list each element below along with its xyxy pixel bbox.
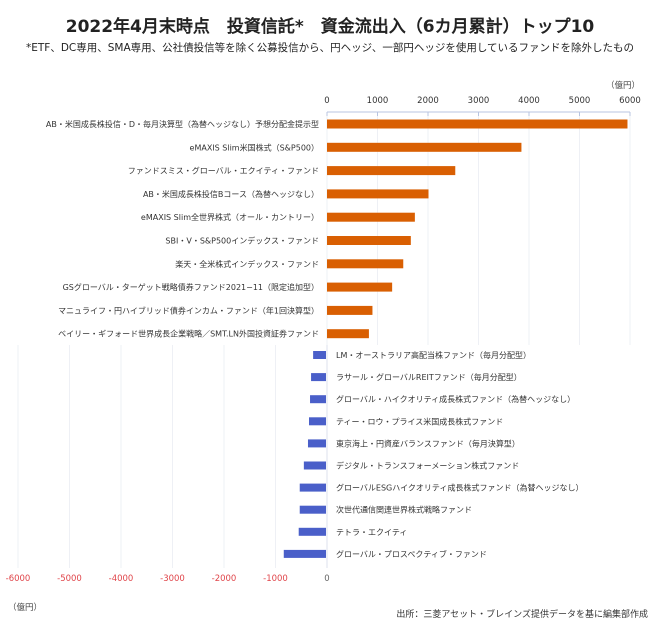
inflow-category-label: 楽天・全米株式インデックス・ファンド <box>175 259 319 269</box>
outflow-category-label: LM・オーストラリア高配当株ファンド（毎月分配型） <box>336 350 531 360</box>
top-tick-label: 3000 <box>468 96 490 106</box>
bottom-tick-label: -3000 <box>160 574 185 584</box>
bottom-tick-label: -1000 <box>263 574 288 584</box>
inflow-category-label: GSグローバル・ターゲット戦略債券ファンド2021−11（限定追加型） <box>63 282 319 292</box>
inflow-category-label: eMAXIS Slim米国株式（S&P500） <box>190 142 319 152</box>
outflow-category-label: テトラ・エクイティ <box>336 528 407 537</box>
inflow-category-label: ベイリー・ギフォード世界成長企業戦略／SMT.LN外国投資証券ファンド <box>58 329 319 339</box>
outflow-category-label: ティー・ロウ・プライス米国成長株式ファンド <box>336 416 503 426</box>
outflow-bar <box>298 527 326 536</box>
source-note: 出所：三菱アセット・ブレインズ提供データを基に編集部作成 <box>396 610 648 620</box>
inflow-bar <box>327 259 404 269</box>
outflow-category-label: グローバルESGハイクオリティ成長株式ファンド（為替ヘッジなし） <box>336 483 583 493</box>
inflow-bar <box>327 189 429 199</box>
outflow-bar <box>311 373 326 382</box>
chart-subtitle: *ETF、DC専用、SMA専用、公社債投信等を除く公募投信から、円ヘッジ、一部円… <box>25 42 635 54</box>
bottom-unit-label: （億円） <box>8 603 43 613</box>
bottom-tick-label: -6000 <box>6 574 31 584</box>
inflow-bar <box>327 329 369 339</box>
inflow-bar <box>327 305 373 315</box>
outflow-bar <box>310 395 326 404</box>
inflow-bar <box>327 236 411 245</box>
top-tick-label: 5000 <box>569 96 591 106</box>
inflow-bar <box>327 282 393 292</box>
inflow-category-label: ファンドスミス・グローバル・エクイティ・ファンド <box>128 166 319 176</box>
outflow-bar <box>307 439 326 448</box>
inflow-category-label: eMAXIS Slim全世界株式（オール・カントリー） <box>141 212 319 222</box>
inflow-bar <box>327 212 415 222</box>
outflow-category-label: 次世代通信関連世界株式戦略ファンド <box>336 505 472 515</box>
inflow-bar <box>327 119 628 129</box>
bottom-tick-label: -4000 <box>109 574 134 584</box>
top-tick-label: 0 <box>324 96 329 106</box>
inflow-category-label: AB・米国成長株投信Bコース（為替ヘッジなし） <box>143 189 319 199</box>
outflow-bar <box>303 461 326 470</box>
outflow-bar <box>283 549 326 558</box>
outflow-bar <box>299 483 326 492</box>
bottom-tick-label: -5000 <box>57 574 82 584</box>
outflow-bar <box>299 505 326 514</box>
inflow-category-label: SBI・V・S&P500インデックス・ファンド <box>165 236 319 246</box>
outflow-category-label: グローバル・プロスペクティブ・ファンド <box>336 549 487 559</box>
top-tick-label: 1000 <box>367 96 389 106</box>
outflow-category-label: ラサール・グローバルREITファンド（毎月分配型） <box>336 372 522 382</box>
top-tick-label: 4000 <box>518 96 540 106</box>
top-tick-label: 2000 <box>417 96 439 106</box>
outflow-category-label: デジタル・トランスフォーメーション株式ファンド <box>336 461 519 471</box>
inflow-bar <box>327 142 522 152</box>
bottom-tick-label: -2000 <box>212 574 237 584</box>
inflow-category-label: マニュライフ・円ハイブリッド債券インカム・ファンド（年1回決算型） <box>58 305 319 315</box>
inflow-category-label: AB・米国成長株投信・D・毎月決算型（為替ヘッジなし）予想分配金提示型 <box>46 119 319 129</box>
outflow-category-label: 東京海上・円資産バランスファンド（毎月決算型） <box>336 438 520 448</box>
chart-title: 2022年4月末時点 投資信託* 資金流出入（6カ月累計）トップ10 <box>65 17 595 37</box>
inflow-bar <box>327 166 456 176</box>
top-unit-label: （億円） <box>606 80 640 91</box>
outflow-category-label: グローバル・ハイクオリティ成長株式ファンド（為替ヘッジなし） <box>336 394 575 404</box>
outflow-bar <box>309 417 326 426</box>
outflow-bar <box>313 351 326 359</box>
top-tick-label: 6000 <box>619 96 641 106</box>
bottom-tick-label: 0 <box>324 574 329 584</box>
